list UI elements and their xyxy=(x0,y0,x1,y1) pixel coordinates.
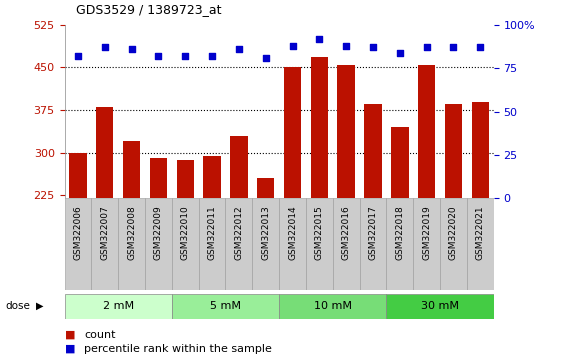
Text: GSM322012: GSM322012 xyxy=(234,206,243,260)
Bar xyxy=(364,104,381,323)
Text: dose: dose xyxy=(6,301,30,311)
Bar xyxy=(150,159,167,323)
Text: GSM322017: GSM322017 xyxy=(369,206,378,260)
Bar xyxy=(257,178,274,323)
Point xyxy=(422,45,431,50)
Point xyxy=(208,53,217,59)
Bar xyxy=(440,198,467,290)
Text: GSM322013: GSM322013 xyxy=(261,206,270,260)
Text: GSM322007: GSM322007 xyxy=(100,206,109,260)
Point xyxy=(261,55,270,61)
Bar xyxy=(145,198,172,290)
Bar xyxy=(445,104,462,323)
Bar xyxy=(91,198,118,290)
Bar xyxy=(172,198,199,290)
Point xyxy=(73,53,82,59)
Point xyxy=(315,36,324,41)
Bar xyxy=(391,127,408,323)
Bar xyxy=(203,156,221,323)
Bar xyxy=(172,294,279,319)
Bar xyxy=(472,102,489,323)
Bar xyxy=(199,198,226,290)
Point xyxy=(100,45,109,50)
Text: GSM322014: GSM322014 xyxy=(288,206,297,260)
Text: GSM322016: GSM322016 xyxy=(342,206,351,260)
Text: GDS3529 / 1389723_at: GDS3529 / 1389723_at xyxy=(76,3,221,16)
Text: ■: ■ xyxy=(65,330,75,339)
Text: GSM322021: GSM322021 xyxy=(476,206,485,260)
Bar xyxy=(467,198,494,290)
Point xyxy=(181,53,190,59)
Text: GSM322009: GSM322009 xyxy=(154,206,163,260)
Bar xyxy=(177,160,194,323)
Point xyxy=(234,46,243,52)
Bar xyxy=(418,64,435,323)
Text: ■: ■ xyxy=(65,344,75,354)
Text: 2 mM: 2 mM xyxy=(103,301,134,311)
Text: GSM322011: GSM322011 xyxy=(208,206,217,260)
Bar xyxy=(65,198,91,290)
Bar xyxy=(96,107,113,323)
Bar xyxy=(279,198,306,290)
Text: GSM322020: GSM322020 xyxy=(449,206,458,260)
Bar xyxy=(252,198,279,290)
Point xyxy=(476,45,485,50)
Bar xyxy=(360,198,387,290)
Bar xyxy=(387,294,494,319)
Bar xyxy=(69,153,86,323)
Bar xyxy=(226,198,252,290)
Point xyxy=(288,43,297,48)
Text: GSM322008: GSM322008 xyxy=(127,206,136,260)
Text: 10 mM: 10 mM xyxy=(314,301,352,311)
Bar xyxy=(337,64,355,323)
Bar xyxy=(230,136,247,323)
Point xyxy=(449,45,458,50)
Point xyxy=(396,50,404,55)
Text: GSM322015: GSM322015 xyxy=(315,206,324,260)
Point xyxy=(342,43,351,48)
Point xyxy=(127,46,136,52)
Text: GSM322018: GSM322018 xyxy=(396,206,404,260)
Text: 5 mM: 5 mM xyxy=(210,301,241,311)
Text: GSM322006: GSM322006 xyxy=(73,206,82,260)
Bar xyxy=(279,294,387,319)
Bar xyxy=(413,198,440,290)
Bar xyxy=(284,67,301,323)
Text: 30 mM: 30 mM xyxy=(421,301,459,311)
Bar xyxy=(333,198,360,290)
Point xyxy=(154,53,163,59)
Bar xyxy=(118,198,145,290)
Bar xyxy=(306,198,333,290)
Text: count: count xyxy=(84,330,116,339)
Text: ▶: ▶ xyxy=(36,301,44,311)
Bar xyxy=(387,198,413,290)
Bar xyxy=(311,57,328,323)
Text: GSM322019: GSM322019 xyxy=(422,206,431,260)
Bar xyxy=(123,141,140,323)
Bar xyxy=(65,294,172,319)
Point xyxy=(369,45,378,50)
Text: percentile rank within the sample: percentile rank within the sample xyxy=(84,344,272,354)
Text: GSM322010: GSM322010 xyxy=(181,206,190,260)
